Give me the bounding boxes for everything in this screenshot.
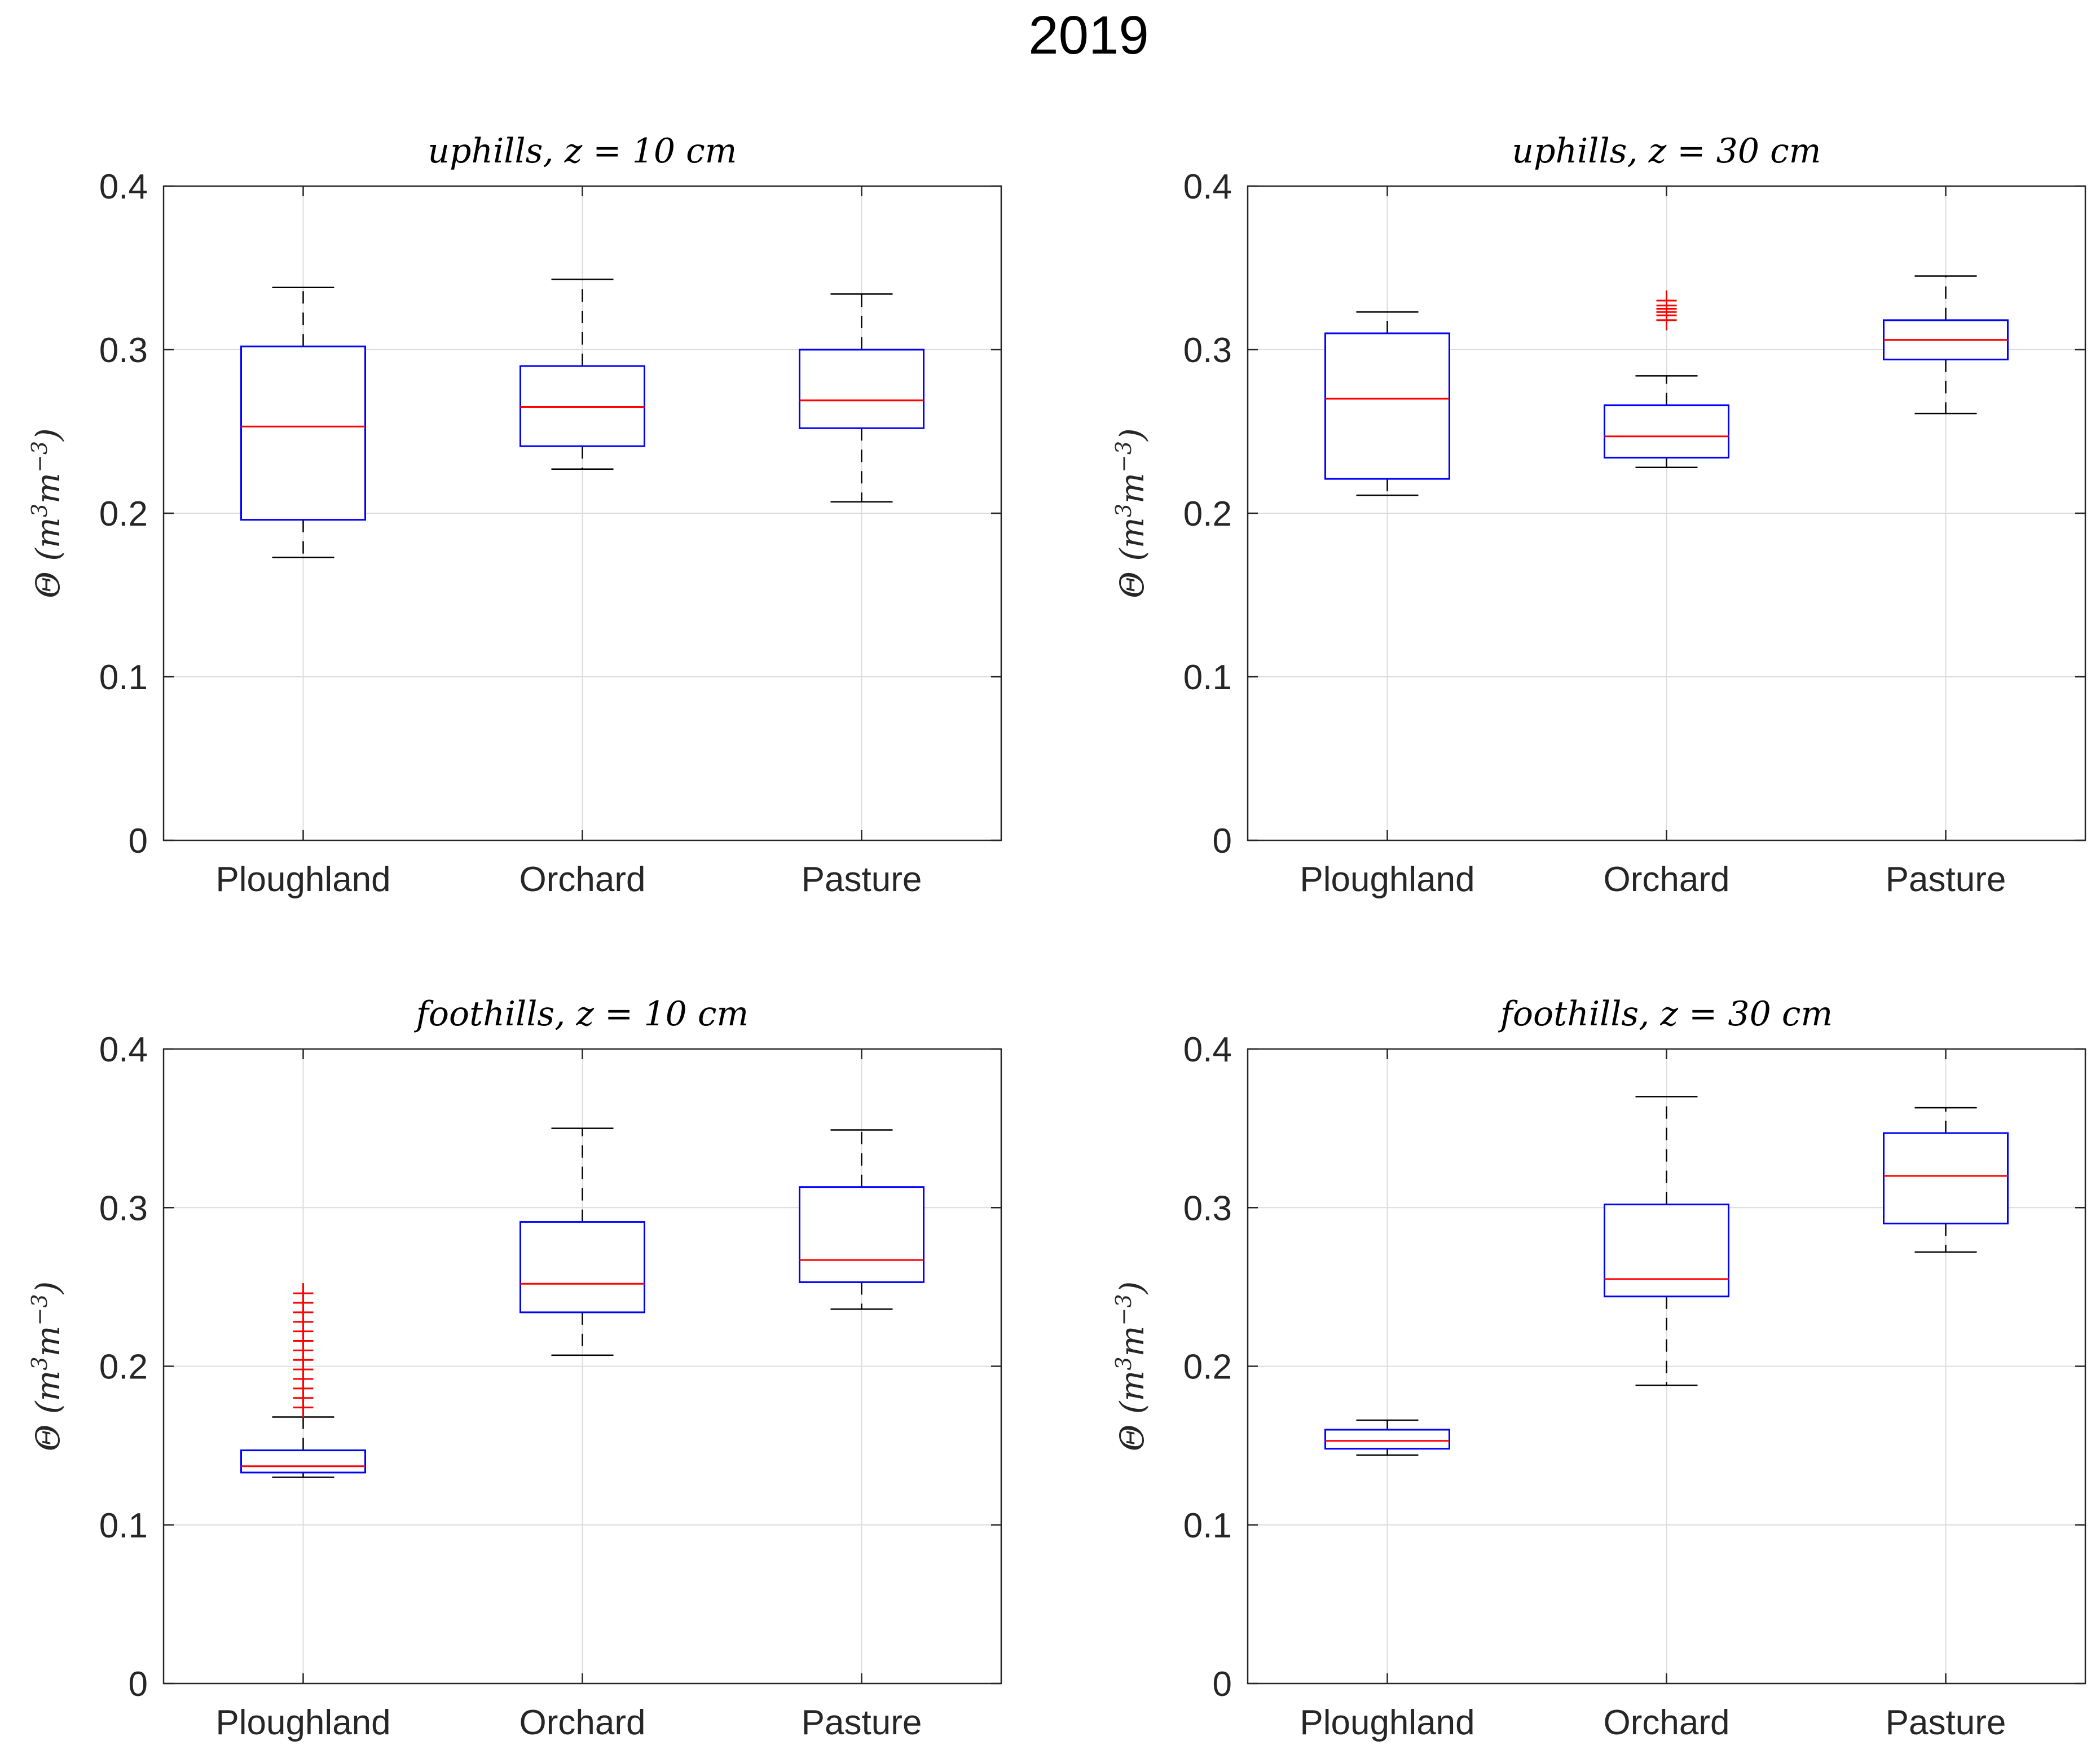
box-pasture <box>1883 275 2009 415</box>
y-label-prefix: Θ (m <box>1113 517 1151 598</box>
y-tick-label: 0.4 <box>99 1030 148 1069</box>
box-pasture <box>799 293 924 503</box>
y-label-mid: m <box>29 1325 67 1356</box>
y-label-sup1: 3 <box>27 1356 52 1370</box>
y-tick-label: 0.3 <box>1183 331 1232 370</box>
y-label-sup1: 3 <box>1111 1356 1136 1370</box>
y-tick-label: 0 <box>129 822 148 861</box>
y-tick-label: 0 <box>1213 822 1232 861</box>
figure-title: 2019 <box>1028 5 1149 65</box>
box-pasture <box>1883 1107 2009 1253</box>
box-iqr <box>1604 404 1729 459</box>
y-label-sup1: 3 <box>27 504 52 517</box>
x-tick-label-pasture: Pasture <box>1886 1703 2006 1742</box>
y-axis-label: Θ (m3m−3) <box>1111 428 1151 598</box>
x-tick-label-orchard: Orchard <box>1604 860 1730 899</box>
y-tick-label: 0.4 <box>1183 168 1232 206</box>
y-axis-label: Θ (m3m−3) <box>27 1281 67 1451</box>
box-pasture <box>799 1129 924 1310</box>
x-tick-label-pasture: Pasture <box>802 860 922 899</box>
box-orchard <box>520 279 645 470</box>
box-iqr <box>799 349 924 429</box>
box-iqr <box>240 1449 366 1474</box>
outlier-marker <box>293 1283 314 1304</box>
y-label-sup1: 3 <box>1111 504 1136 517</box>
y-label-mid: m <box>1113 1325 1151 1356</box>
box-iqr <box>1604 1204 1729 1298</box>
panel-1: 0 0.1 0.2 0.3 0.4 Ploughland Orchard Pasture uph… <box>27 131 1002 899</box>
box-ploughland <box>1324 311 1450 496</box>
panels: 0 0.1 0.2 0.3 0.4 Ploughland Orchard Pasture uph… <box>27 131 2086 1742</box>
y-axis-label: Θ (m3m−3) <box>1111 1281 1151 1451</box>
y-tick-label: 0.3 <box>99 331 148 370</box>
y-tick-label: 0.2 <box>99 495 148 534</box>
panel-title: uphills, z = 30 cm <box>1512 131 1821 171</box>
y-label-mid: m <box>1113 473 1151 504</box>
x-tick-label-ploughland: Ploughland <box>215 860 390 899</box>
box-iqr <box>1324 332 1450 480</box>
y-label-sup2: −3 <box>27 1294 52 1325</box>
panel-title: foothills, z = 30 cm <box>1498 994 1833 1034</box>
box-orchard <box>1604 1096 1729 1386</box>
y-tick-label: 0.1 <box>1183 658 1232 697</box>
y-label-prefix: Θ (m <box>1113 1370 1151 1452</box>
panel-title: foothills, z = 10 cm <box>414 994 749 1034</box>
x-tick-label-ploughland: Ploughland <box>215 1703 390 1742</box>
x-tick-label-ploughland: Ploughland <box>1300 860 1474 899</box>
outlier-marker <box>1656 290 1677 311</box>
y-tick-label: 0 <box>1213 1665 1232 1704</box>
y-label-prefix: Θ (m <box>29 1370 67 1452</box>
y-tick-label: 0.3 <box>1183 1189 1232 1228</box>
panel-2: 0 0.1 0.2 0.3 0.4 Ploughland Orchard Pasture uph… <box>1111 131 2086 899</box>
x-tick-label-orchard: Orchard <box>520 1703 646 1742</box>
y-label-sup2: −3 <box>27 441 52 473</box>
y-label-suffix: ) <box>29 1281 67 1295</box>
x-tick-label-orchard: Orchard <box>520 860 646 899</box>
x-tick-label-pasture: Pasture <box>802 1703 922 1742</box>
x-tick-label-ploughland: Ploughland <box>1300 1703 1474 1742</box>
y-tick-label: 0.1 <box>99 658 148 697</box>
box-iqr <box>240 345 366 521</box>
y-label-prefix: Θ (m <box>29 517 67 598</box>
box-ploughland <box>1324 1419 1450 1456</box>
y-tick-label: 0 <box>129 1665 148 1704</box>
y-tick-label: 0.4 <box>99 168 148 206</box>
y-label-mid: m <box>29 473 67 504</box>
box-iqr <box>1883 1132 2009 1224</box>
y-label-suffix: ) <box>1113 428 1151 442</box>
y-label-sup2: −3 <box>1111 441 1136 473</box>
y-tick-label: 0.4 <box>1183 1030 1232 1069</box>
y-label-suffix: ) <box>1113 1281 1151 1295</box>
box-iqr <box>1324 1429 1450 1450</box>
x-tick-label-orchard: Orchard <box>1604 1703 1730 1742</box>
box-orchard <box>520 1127 645 1356</box>
box-orchard <box>1604 290 1729 469</box>
box-iqr <box>520 1221 645 1314</box>
box-ploughland <box>240 287 366 558</box>
panel-title: uphills, z = 10 cm <box>428 131 737 171</box>
y-axis-label: Θ (m3m−3) <box>27 428 67 598</box>
y-tick-label: 0.2 <box>99 1348 148 1387</box>
y-tick-label: 0.1 <box>1183 1506 1232 1545</box>
y-tick-label: 0.1 <box>99 1506 148 1545</box>
panel-4: 0 0.1 0.2 0.3 0.4 Ploughland Orchard Pasture foo… <box>1111 994 2086 1742</box>
box-ploughland <box>240 1283 366 1478</box>
box-iqr <box>799 1186 924 1283</box>
x-tick-label-pasture: Pasture <box>1886 860 2006 899</box>
panel-3: 0 0.1 0.2 0.3 0.4 Ploughland Orchard Pasture foo… <box>27 994 1002 1742</box>
y-tick-label: 0.2 <box>1183 495 1232 534</box>
y-tick-label: 0.3 <box>99 1189 148 1228</box>
y-label-sup2: −3 <box>1111 1294 1136 1325</box>
y-tick-label: 0.2 <box>1183 1348 1232 1387</box>
y-label-suffix: ) <box>29 428 67 442</box>
